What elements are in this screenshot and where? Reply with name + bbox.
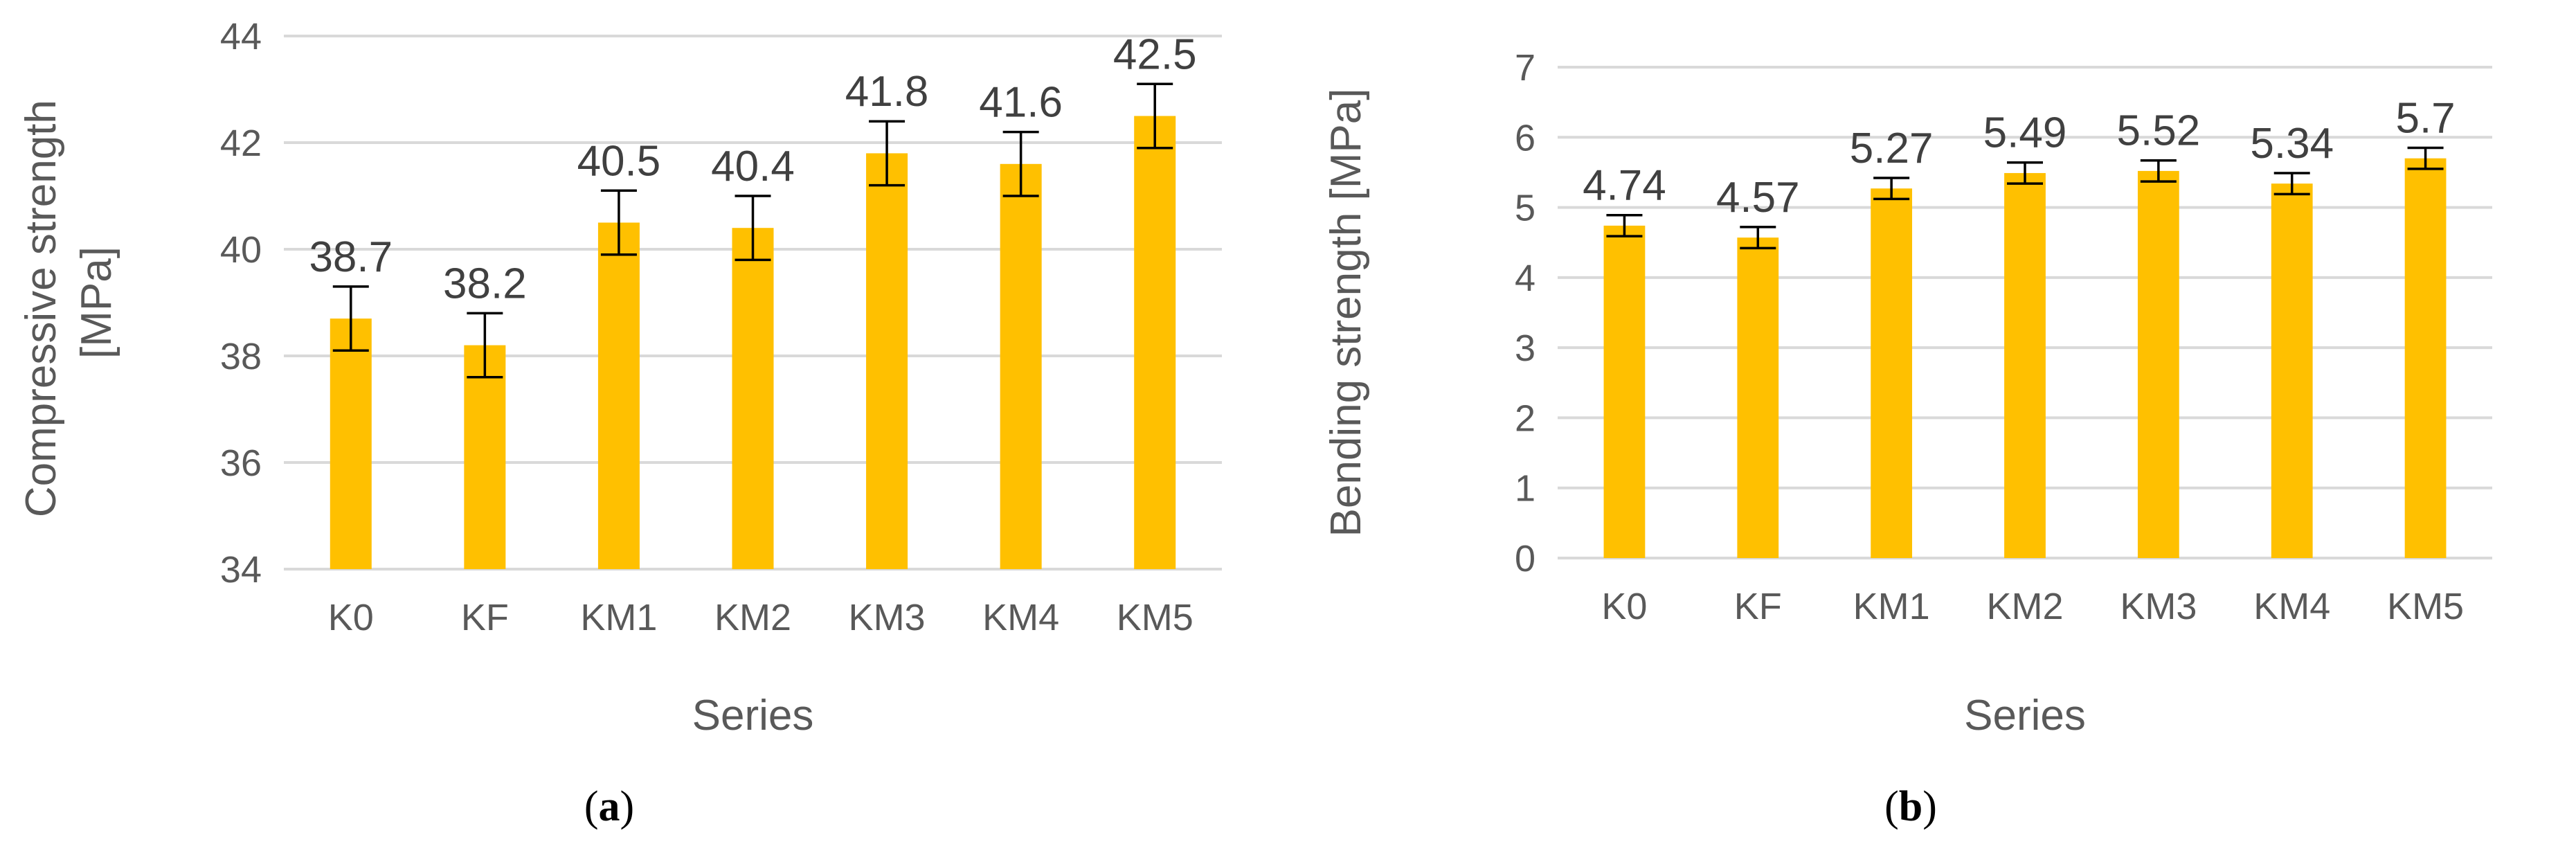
data-label-km1: 40.5: [577, 137, 661, 185]
x-tick-label-k0: K0: [1601, 586, 1647, 627]
error-bar-km5: [1137, 82, 1173, 150]
y-tick-label: 38: [220, 336, 262, 377]
error-bar-km1: [1873, 177, 1910, 201]
data-label-km2: 40.4: [711, 143, 795, 190]
error-bar-km3: [869, 120, 906, 187]
error-bar-km4: [2273, 172, 2310, 196]
panel-letter-b: b: [1899, 783, 1922, 830]
x-tick-label-km1: KM1: [580, 597, 657, 638]
data-label-km3: 5.52: [2117, 107, 2201, 155]
bar-k0: [330, 318, 372, 569]
bar-km5: [2404, 158, 2447, 558]
error-bar-km2: [2007, 161, 2043, 185]
y-tick-label: 36: [220, 442, 262, 484]
bars: [1603, 158, 2447, 559]
x-tick-label-km4: KM4: [982, 597, 1059, 638]
data-label-km5: 5.7: [2395, 94, 2455, 142]
x-tick-label-km2: KM2: [1986, 586, 2063, 627]
x-tick-label-km3: KM3: [849, 597, 926, 638]
y-tick-label: 0: [1515, 538, 1535, 580]
error-bar-kf: [1740, 226, 1776, 250]
data-label-km3: 41.8: [845, 68, 929, 116]
error-bars: [1606, 146, 2444, 250]
x-tick-label-kf: KF: [461, 597, 509, 638]
y-tick-label: 44: [220, 16, 262, 57]
bar-km2: [2004, 172, 2046, 559]
x-axis-title: Series: [692, 692, 814, 739]
compressive-strength-chart: 38.7 38.2 40.5 40.4 41.8 41.6 42.5 34 36 38 40 42 4…: [17, 16, 1222, 830]
data-label-k0: 38.7: [309, 233, 393, 281]
data-label-km2: 5.49: [1983, 109, 2067, 157]
bar-kf: [464, 345, 506, 569]
y-tick-label: 4: [1515, 258, 1535, 299]
error-bar-km4: [1002, 130, 1039, 197]
bar-km4: [2271, 183, 2313, 558]
y-axis-title-line-1: Bending strength [MPa]: [1322, 89, 1370, 537]
y-tick-labels: 0 1 2 3 4 5 6 7: [1515, 47, 1535, 580]
y-tick-labels: 34 36 38 40 42 44: [220, 16, 262, 591]
bar-km2: [732, 228, 774, 569]
x-tick-labels: K0 KF KM1 KM2 KM3 KM4 KM5: [1601, 586, 2464, 627]
error-bar-km1: [600, 189, 637, 256]
error-bar-km5: [2407, 146, 2444, 170]
y-tick-label: 2: [1515, 397, 1535, 439]
bar-km1: [1871, 188, 1913, 559]
data-label-k0: 4.74: [1583, 162, 1666, 210]
bars: [330, 116, 1176, 570]
x-tick-labels: K0 KF KM1 KM2 KM3 KM4 KM5: [328, 597, 1194, 638]
bar-kf: [1737, 237, 1779, 558]
bar-km5: [1134, 116, 1176, 569]
panel-letter-a: a: [599, 783, 620, 830]
bar-k0: [1603, 225, 1646, 558]
x-tick-label-km3: KM3: [2120, 586, 2197, 627]
y-tick-label: 1: [1515, 468, 1535, 510]
error-bar-kf: [467, 312, 503, 379]
y-tick-label: 6: [1515, 117, 1535, 159]
y-axis-title-line-1: Compressive strength: [17, 100, 65, 517]
data-labels: 4.74 4.57 5.27 5.49 5.52 5.34 5.7: [1583, 94, 2456, 221]
data-label-km4: 41.6: [979, 79, 1063, 127]
data-labels: 38.7 38.2 40.5 40.4 41.8 41.6 42.5: [309, 30, 1196, 307]
y-tick-label: 5: [1515, 188, 1535, 229]
error-bar-km2: [735, 195, 771, 262]
data-label-kf: 4.57: [1716, 174, 1800, 222]
bar-km3: [866, 153, 908, 569]
y-axis-title-line-2: [MPa]: [73, 246, 120, 359]
x-tick-label-k0: K0: [328, 597, 374, 638]
x-tick-label-kf: KF: [1734, 586, 1782, 627]
bar-km1: [597, 222, 640, 569]
data-label-kf: 38.2: [443, 260, 527, 307]
y-tick-label: 42: [220, 123, 262, 164]
x-tick-label-km5: KM5: [2387, 586, 2464, 627]
data-label-km5: 42.5: [1113, 30, 1197, 78]
y-tick-label: 34: [220, 549, 262, 591]
x-tick-label-km2: KM2: [714, 597, 791, 638]
y-axis-title: Compressive strength [MPa]: [17, 88, 120, 517]
chart-panel-a: 38.7 38.2 40.5 40.4 41.8 41.6 42.5 34 36 38 40 42 4…: [17, 16, 1222, 830]
y-tick-label: 7: [1515, 47, 1535, 89]
y-tick-label: 3: [1515, 327, 1535, 369]
bar-km3: [2137, 170, 2179, 559]
x-tick-label-km5: KM5: [1117, 597, 1194, 638]
error-bar-k0: [332, 285, 369, 352]
error-bars: [332, 82, 1173, 379]
x-tick-label-km1: KM1: [1853, 586, 1930, 627]
data-label-km1: 5.27: [1850, 125, 1934, 172]
error-bar-km3: [2140, 159, 2177, 183]
y-tick-label: 40: [220, 229, 262, 271]
panel-caption-b: (b): [1884, 783, 1937, 830]
bar-km4: [1000, 163, 1042, 570]
panel-caption-a: (a): [584, 783, 634, 830]
error-bar-k0: [1606, 213, 1643, 237]
y-axis-title: Bending strength [MPa]: [1322, 89, 1370, 537]
x-axis-title: Series: [1964, 692, 2086, 739]
data-label-km4: 5.34: [2250, 120, 2334, 168]
x-tick-label-km4: KM4: [2253, 586, 2330, 627]
